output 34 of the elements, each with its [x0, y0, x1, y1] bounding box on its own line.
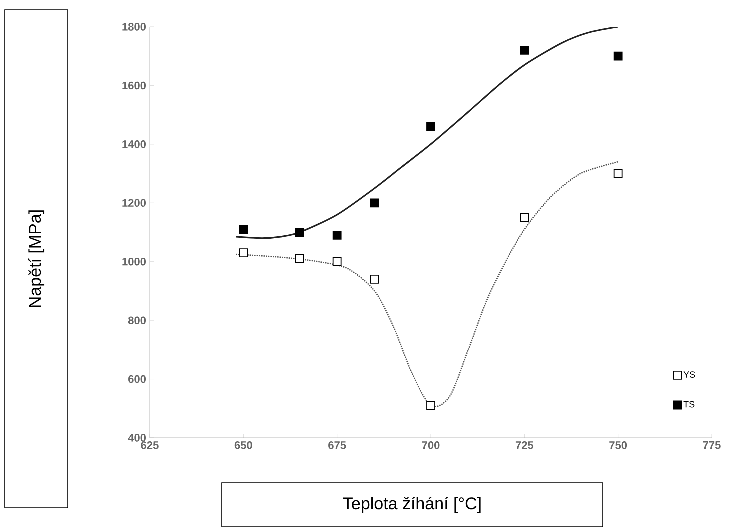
point	[370, 198, 380, 208]
point	[520, 46, 530, 55]
legend-label: TS	[684, 401, 695, 408]
point	[239, 248, 248, 258]
y-tick-label: 1200	[122, 199, 146, 208]
x-tick-label: 675	[328, 442, 346, 450]
x-tick-label: 750	[610, 442, 628, 450]
point	[295, 228, 304, 237]
x-tick-label: 625	[141, 442, 159, 450]
y-tick-label: 1000	[122, 258, 146, 266]
y-tick-label: 1600	[122, 82, 146, 90]
point	[426, 401, 436, 410]
point	[426, 122, 436, 132]
point	[295, 254, 304, 264]
x-tick-label: 650	[234, 442, 252, 450]
y-tick-label: 600	[128, 375, 146, 384]
point	[520, 213, 530, 222]
point	[332, 230, 342, 240]
line-series	[235, 27, 620, 240]
point	[614, 52, 623, 61]
x-axis-title: Teplota žíhání [°C]	[343, 496, 481, 514]
y-tick-label: 1800	[122, 23, 146, 31]
x-tick-label: 775	[703, 442, 721, 450]
y-axis-title: Napětí [MPa]	[28, 210, 45, 308]
point	[370, 275, 380, 284]
x-tick-label: 700	[422, 442, 440, 450]
point	[614, 169, 623, 178]
y-tick-label: 1400	[122, 140, 146, 148]
legend-label: YS	[684, 372, 696, 378]
point	[332, 257, 342, 266]
y-tick-label: 400	[128, 434, 146, 442]
x-tick-label: 725	[516, 442, 534, 450]
y-tick-label: 800	[128, 316, 146, 324]
point	[239, 225, 248, 234]
